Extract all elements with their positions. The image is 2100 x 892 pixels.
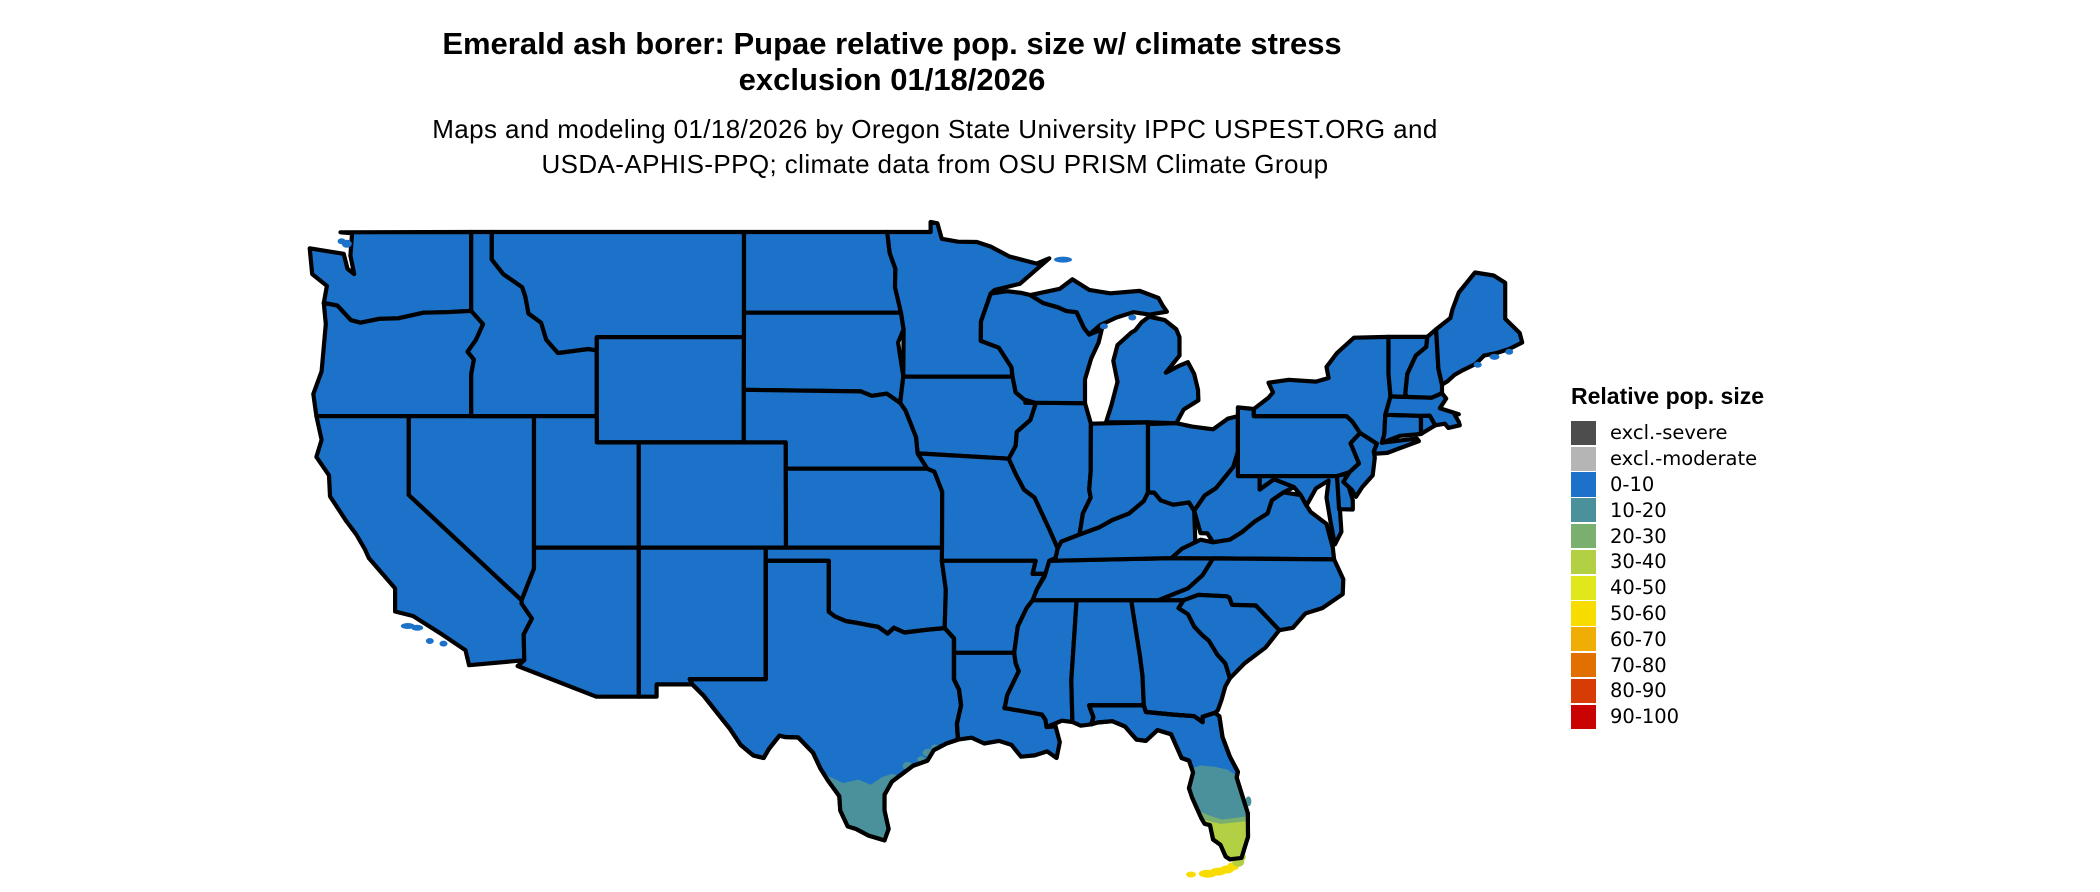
- legend-row: 60-70: [1571, 626, 1764, 652]
- state-milp: [1103, 314, 1201, 426]
- map-region-south-florida-transition: [1194, 810, 1248, 824]
- legend-swatch: [1571, 446, 1596, 471]
- island-speck: [439, 640, 448, 647]
- map-subtitle-line1: Maps and modeling 01/18/2026 by Oregon S…: [432, 114, 1438, 144]
- map-title-line2: exclusion 01/18/2026: [738, 62, 1046, 97]
- legend-label: 90-100: [1610, 705, 1680, 729]
- state-me: [1434, 270, 1525, 387]
- island-speck: [1505, 348, 1514, 355]
- legend-row: 30-40: [1571, 549, 1764, 575]
- state-outline-tx: [687, 558, 964, 843]
- state-ks: [783, 466, 945, 550]
- legend-label: 30-40: [1610, 550, 1667, 574]
- island-speck: [1473, 361, 1482, 368]
- state-co: [636, 440, 789, 550]
- legend-label: excl.-severe: [1610, 421, 1728, 445]
- map-subtitle-line2: USDA-APHIS-PPQ; climate data from OSU PR…: [541, 149, 1329, 179]
- legend-label: 50-60: [1610, 601, 1667, 625]
- island-speck: [1054, 256, 1072, 263]
- legend-swatch: [1571, 627, 1596, 652]
- legend-entries: excl.-severe excl.-moderate 0-10 10-20 20-30…: [1571, 420, 1764, 730]
- legend-row: 0-10: [1571, 472, 1764, 498]
- legend-swatch: [1571, 420, 1596, 445]
- state-nd: [741, 229, 904, 315]
- legend-swatch: [1571, 575, 1596, 600]
- state-sc: [1176, 592, 1282, 681]
- legend-row: excl.-severe: [1571, 420, 1764, 446]
- legend-row: 50-60: [1571, 601, 1764, 627]
- legend-swatch: [1571, 678, 1596, 703]
- state-md: [1257, 474, 1344, 547]
- legend-label: 20-30: [1610, 524, 1667, 548]
- state-outline-fl: [1087, 703, 1251, 862]
- subtitles: Maps and modeling 01/18/2026 by Oregon S…: [0, 112, 1870, 182]
- island-speck: [1128, 314, 1137, 321]
- legend-row: excl.-moderate: [1571, 446, 1764, 472]
- map-title-line1: Emerald ash borer: Pupae relative pop. s…: [442, 26, 1342, 61]
- legend-label: 10-20: [1610, 498, 1667, 522]
- state-or: [311, 300, 486, 419]
- legend-label: 40-50: [1610, 576, 1667, 600]
- state-ne: [741, 387, 930, 471]
- legend-swatch: [1571, 704, 1596, 729]
- state-nj: [1341, 430, 1379, 499]
- state-az: [515, 545, 641, 699]
- state-miup: [1028, 277, 1169, 337]
- island-speck: [425, 638, 434, 644]
- legend-row: 20-30: [1571, 523, 1764, 549]
- island-speck: [1489, 353, 1500, 360]
- legend-row: 10-20: [1571, 497, 1764, 523]
- legend-swatch: [1571, 523, 1596, 549]
- legend-row: 70-80: [1571, 652, 1764, 678]
- state-nm: [636, 545, 768, 699]
- island-speck: [411, 624, 424, 631]
- state-wy: [594, 335, 747, 445]
- legend-label: excl.-moderate: [1610, 447, 1758, 471]
- legend-label: 80-90: [1610, 679, 1667, 703]
- legend-swatch: [1571, 472, 1596, 497]
- island-speck: [337, 238, 346, 245]
- legend-swatch: [1571, 601, 1596, 626]
- legend-title: Relative pop. size: [1571, 383, 1765, 409]
- legend: Relative pop. size excl.-severe excl.-mod…: [1571, 383, 1764, 730]
- legend-swatch: [1571, 549, 1596, 574]
- map-region-florida-keys: [1186, 862, 1239, 878]
- legend-swatch: [1571, 652, 1596, 678]
- state-va: [1169, 490, 1337, 562]
- legend-label: 0-10: [1610, 472, 1655, 496]
- legend-label: 60-70: [1610, 627, 1667, 651]
- titles: Emerald ash borer: Pupae relative pop. s…: [0, 26, 1784, 98]
- island-speck: [1099, 323, 1108, 330]
- legend-row: 40-50: [1571, 575, 1764, 601]
- state-de: [1334, 471, 1355, 512]
- legend-row: 80-90: [1571, 678, 1764, 704]
- legend-row: 90-100: [1571, 704, 1764, 730]
- legend-label: 70-80: [1610, 653, 1667, 677]
- legend-swatch: [1571, 498, 1596, 523]
